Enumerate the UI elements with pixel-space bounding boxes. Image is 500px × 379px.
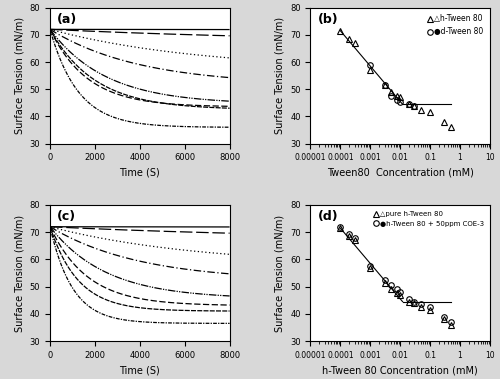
X-axis label: Tween80  Concentration (mM): Tween80 Concentration (mM): [327, 168, 474, 178]
Text: (d): (d): [318, 210, 338, 223]
Text: (c): (c): [57, 210, 76, 223]
Y-axis label: Surface Tension (mN/m): Surface Tension (mN/m): [274, 215, 284, 332]
Text: (a): (a): [57, 13, 78, 26]
Y-axis label: Surface Tension (mN/m): Surface Tension (mN/m): [14, 215, 24, 332]
Text: (b): (b): [318, 13, 338, 26]
X-axis label: Time (S): Time (S): [120, 168, 160, 178]
Legend: △pure h-Tween 80, ●h-Tween 80 + 50ppm COE-3: △pure h-Tween 80, ●h-Tween 80 + 50ppm CO…: [372, 208, 486, 229]
Legend: △h-Tween 80, ●d-Tween 80: △h-Tween 80, ●d-Tween 80: [424, 11, 486, 39]
Y-axis label: Surface Tension (mN/m): Surface Tension (mN/m): [274, 17, 284, 134]
X-axis label: h-Tween 80 Concentration (mM): h-Tween 80 Concentration (mM): [322, 365, 478, 375]
Y-axis label: Surface Tension (mN/m): Surface Tension (mN/m): [14, 17, 24, 134]
X-axis label: Time (S): Time (S): [120, 365, 160, 375]
